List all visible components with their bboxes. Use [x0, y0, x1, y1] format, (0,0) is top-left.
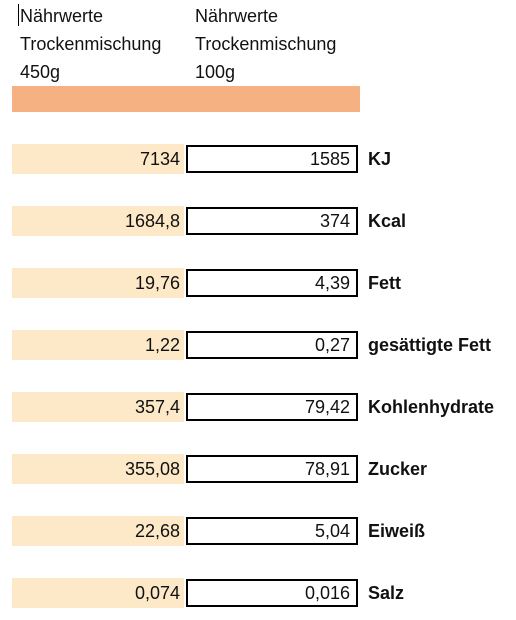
cell-100g[interactable]: 4,39: [186, 269, 358, 297]
table-row: 22,68 5,04 Eiweiß: [0, 516, 516, 546]
row-label[interactable]: Eiweiß: [368, 521, 426, 541]
row-label[interactable]: Salz: [368, 583, 405, 603]
row-label[interactable]: Fett: [368, 273, 401, 293]
table-row: 1684,8 374 Kcal: [0, 206, 516, 236]
cell-100g[interactable]: 0,27: [186, 331, 358, 359]
cell-450g[interactable]: 22,68: [12, 516, 184, 546]
table-row: 7134 1585 KJ: [0, 144, 516, 174]
cell-100g[interactable]: 0,016: [186, 579, 358, 607]
table-row: 19,76 4,39 Fett: [0, 268, 516, 298]
cell-100g[interactable]: 79,42: [186, 393, 358, 421]
table-row: 0,074 0,016 Salz: [0, 578, 516, 608]
cell-100g[interactable]: 5,04: [186, 517, 358, 545]
cell-450g[interactable]: 355,08: [12, 454, 184, 484]
cell-100g[interactable]: 78,91: [186, 455, 358, 483]
table-row: 357,4 79,42 Kohlenhydrate: [0, 392, 516, 422]
cell-100g[interactable]: 1585: [186, 145, 358, 173]
header-col-450g[interactable]: Nährwerte Trockenmischung 450g: [20, 6, 162, 82]
cell-450g[interactable]: 1684,8: [12, 206, 184, 236]
header-col-100g[interactable]: Nährwerte Trockenmischung 100g: [195, 6, 337, 82]
row-label[interactable]: Kcal: [368, 211, 407, 231]
table-row: 355,08 78,91 Zucker: [0, 454, 516, 484]
row-label[interactable]: KJ: [368, 149, 392, 169]
cell-450g[interactable]: 0,074: [12, 578, 184, 608]
row-label[interactable]: gesättigte Fett: [368, 335, 492, 355]
table-row: 1,22 0,27 gesättigte Fett: [0, 330, 516, 360]
header-band-cells[interactable]: [12, 86, 360, 112]
text-cursor: [18, 4, 19, 26]
cell-450g[interactable]: 7134: [12, 144, 184, 174]
row-label[interactable]: Zucker: [368, 459, 428, 479]
row-label[interactable]: Kohlenhydrate: [368, 397, 495, 417]
cell-100g[interactable]: 374: [186, 207, 358, 235]
cell-450g[interactable]: 1,22: [12, 330, 184, 360]
cell-450g[interactable]: 357,4: [12, 392, 184, 422]
cell-450g[interactable]: 19,76: [12, 268, 184, 298]
